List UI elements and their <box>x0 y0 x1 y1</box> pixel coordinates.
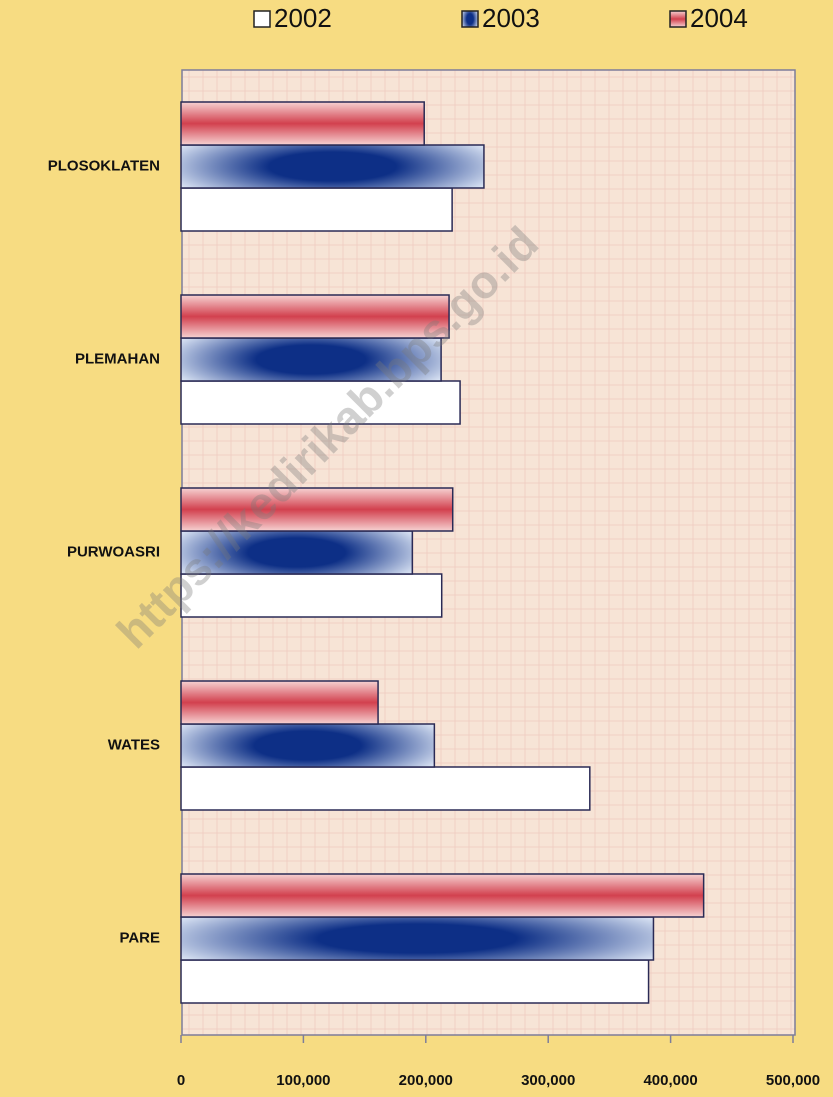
y-tick-label: PARE <box>119 929 160 946</box>
bar <box>180 530 414 575</box>
bar <box>180 959 650 1004</box>
bar <box>180 294 450 339</box>
bar <box>180 380 461 425</box>
x-tick-label: 400,000 <box>643 1072 697 1089</box>
x-tick-label: 300,000 <box>521 1072 575 1089</box>
y-tick-label: PLOSOKLATEN <box>48 157 160 174</box>
bar <box>180 723 436 768</box>
bar <box>180 101 425 146</box>
y-tick-label: WATES <box>108 736 160 753</box>
legend-swatch <box>253 10 271 28</box>
legend-label: 2003 <box>482 3 540 33</box>
bar <box>180 680 379 725</box>
bar <box>180 916 655 961</box>
bar <box>180 187 453 232</box>
x-tick-label: 0 <box>177 1072 185 1089</box>
legend-swatch <box>461 10 479 28</box>
y-tick-label: PLEMAHAN <box>75 350 160 367</box>
x-tick-label: 500,000 <box>766 1072 820 1089</box>
legend-label: 2004 <box>690 3 748 33</box>
bar <box>180 873 705 918</box>
bar <box>180 766 591 811</box>
legend-label: 2002 <box>274 3 332 33</box>
legend-swatch <box>669 10 687 28</box>
x-tick-label: 200,000 <box>399 1072 453 1089</box>
bar <box>180 144 485 189</box>
x-tick-label: 100,000 <box>276 1072 330 1089</box>
y-tick-label: PURWOASRI <box>67 543 160 560</box>
bar <box>180 487 454 532</box>
